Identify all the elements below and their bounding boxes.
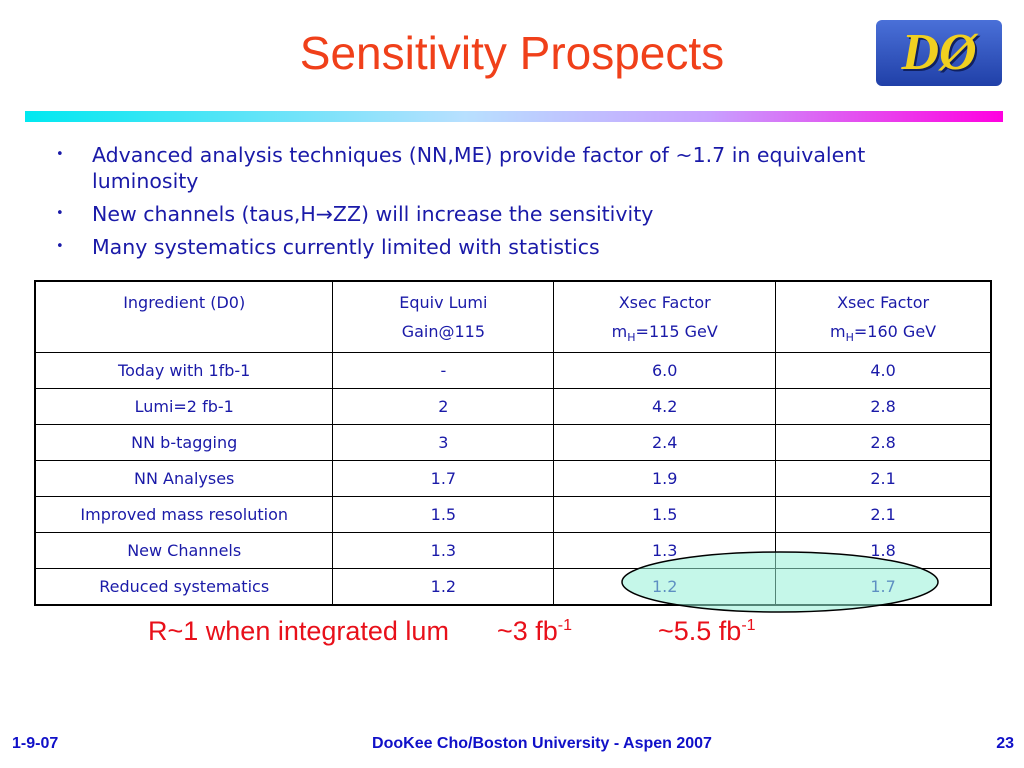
header-line: Xsec Factor <box>554 288 775 317</box>
table-cell: Lumi=2 fb-1 <box>34 388 334 426</box>
table-row: Improved mass resolution 1.5 1.5 2.1 <box>34 496 992 534</box>
footer-page: 23 <box>996 735 1014 752</box>
table-cell: 3 <box>332 424 555 462</box>
table-cell: 1.2 <box>553 568 777 606</box>
table-cell: 2.8 <box>775 388 992 426</box>
table-cell: 2.8 <box>775 424 992 462</box>
table-row: Today with 1fb-1-6.0 4.0 <box>34 352 992 390</box>
table-cell: Improved mass resolution <box>34 496 334 534</box>
table: Ingredient (D0) Equiv Lumi Gain@115 Xsec Fa… <box>34 280 992 607</box>
header-text: Xsec Factor <box>618 293 711 312</box>
table-cell: 4.0 <box>775 352 992 390</box>
logo: DØ <box>876 20 1002 86</box>
table-cell: Reduced systematics <box>34 568 334 606</box>
table-cell: 2.1 <box>775 496 992 534</box>
subscript: H <box>845 331 854 345</box>
footer-date: 1-9-07 <box>12 735 59 752</box>
table-cell: 1.8 <box>775 532 992 570</box>
summary-text: R~1 when integrated lum <box>148 616 449 646</box>
summary-value: ~3 fb <box>496 616 558 646</box>
summary: R~1 when integrated lum ~3 fb-1 ~5.5 fb-1 <box>148 616 756 647</box>
table-cell: 1.3 <box>553 532 777 570</box>
summary-value: ~5.5 fb <box>657 616 742 646</box>
table-row: Reduced systematics 1.2 1.2 1.7 <box>34 568 992 606</box>
table-cell: 4.2 <box>553 388 777 426</box>
table-cell: Today with 1fb-1 <box>34 352 334 390</box>
summary-exponent: -1 <box>741 617 756 634</box>
table-cell: 1.7 <box>775 568 992 606</box>
table-cell: NN Analyses <box>34 460 334 498</box>
table-cell: 6.0 <box>553 352 777 390</box>
subscript: H <box>627 331 636 345</box>
header-text: Xsec Factor <box>837 293 930 312</box>
bullet: New channels (taus,H→ZZ) will increase t… <box>52 201 952 227</box>
table-cell: 1.5 <box>553 496 777 534</box>
header-row: Ingredient (D0) Equiv Lumi Gain@115 Xsec Fa… <box>34 280 992 354</box>
bullet-list: Advanced analysis techniques (NN,ME) pro… <box>52 142 952 267</box>
table-row: NN b-tagging 3 2.4 2.8 <box>34 424 992 462</box>
table-row: NN Analyses 1.7 1.9 2.1 <box>34 460 992 498</box>
table-cell: 1.5 <box>332 496 555 534</box>
table-cell: 1.2 <box>332 568 555 606</box>
table-cell: 2.1 <box>775 460 992 498</box>
header-cell: Xsec Factor mH=115 GeV <box>553 280 777 354</box>
header-line: mH=115 GeV <box>554 317 775 352</box>
header-text: m <box>830 322 846 341</box>
table-cell: New Channels <box>34 532 334 570</box>
header-text: Ingredient (D0) <box>123 293 246 312</box>
header-line: Equiv Lumi <box>333 288 553 317</box>
table-cell: NN b-tagging <box>34 424 334 462</box>
header-text: Equiv Lumi <box>399 293 488 312</box>
header-text: =160 GeV <box>853 322 937 341</box>
header-line: Xsec Factor <box>776 288 990 317</box>
header-line: Gain@115 <box>333 317 553 346</box>
table-cell: 1.9 <box>553 460 777 498</box>
table-cell: 1.3 <box>332 532 555 570</box>
header-cell: Equiv Lumi Gain@115 <box>332 280 555 354</box>
bullet: Many systematics currently limited with … <box>52 234 952 260</box>
header-text: =115 GeV <box>635 322 718 341</box>
table-cell: 1.7 <box>332 460 555 498</box>
header-line: Ingredient (D0) <box>36 288 332 317</box>
footer-author: DooKee Cho/Boston University - Aspen 200… <box>372 735 712 752</box>
title: Sensitivity Prospects <box>299 27 725 79</box>
header-text: Gain@115 <box>401 322 486 341</box>
header-line: mH=160 GeV <box>776 317 990 352</box>
header-text: m <box>611 322 628 341</box>
title-rule <box>25 111 1003 122</box>
table-row: New Channels 1.3 1.3 1.8 <box>34 532 992 570</box>
table-cell: 2 <box>332 388 555 426</box>
header-cell: Ingredient (D0) <box>34 280 334 354</box>
table-cell: - <box>332 352 555 390</box>
header-cell: Xsec Factor mH=160 GeV <box>775 280 992 354</box>
bullet: Advanced analysis techniques (NN,ME) pro… <box>52 142 952 194</box>
table-row: Lumi=2 fb-1 2 4.2 2.8 <box>34 388 992 426</box>
table-cell: 2.4 <box>553 424 777 462</box>
summary-exponent: -1 <box>557 617 572 634</box>
